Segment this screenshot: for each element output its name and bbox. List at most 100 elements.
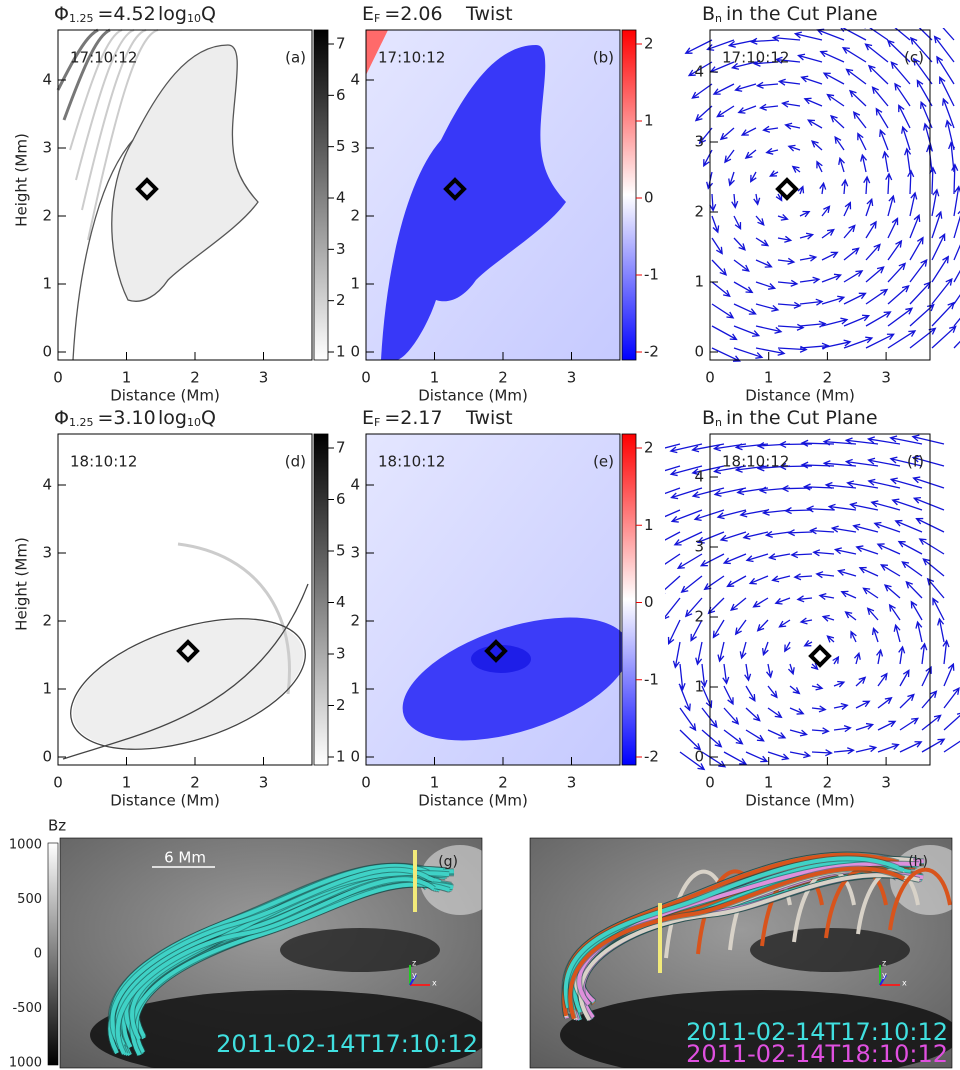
vector-arrow (771, 34, 801, 42)
vector-arrow (901, 561, 923, 577)
panel-title: Bn in the Cut Plane (702, 3, 878, 26)
triad-label: x (902, 979, 907, 988)
x-tick-label: 1 (122, 774, 132, 792)
vector-arrow (838, 156, 845, 173)
bz-colorbar (47, 842, 59, 1066)
colorbar-tick-label: 6 (336, 86, 346, 104)
vector-arrow (672, 641, 681, 669)
vector-arrow (734, 83, 757, 92)
vector-arrow (888, 603, 901, 621)
vector-arrow (912, 497, 945, 511)
vector-arrow (899, 717, 920, 731)
vector-arrow (771, 575, 791, 583)
vector-arrow (789, 685, 801, 695)
vector-arrow (799, 298, 824, 306)
vector-arrow (821, 205, 831, 217)
vector-arrow (833, 680, 846, 688)
vector-arrow (679, 685, 691, 712)
vector-arrow (691, 487, 725, 499)
vector-arrow (800, 75, 823, 85)
x-tick-label: 1 (430, 774, 440, 792)
vector-arrow (909, 258, 928, 283)
vector-arrow (810, 662, 819, 671)
vector-arrow (866, 436, 901, 445)
vector-arrow (936, 55, 955, 85)
vector-arrow (843, 247, 860, 261)
vector-arrow (684, 39, 713, 54)
vector-arrow (891, 498, 923, 511)
y-tick-label: 4 (694, 468, 704, 486)
vector-arrow (670, 509, 703, 523)
vector-arrow (665, 597, 681, 620)
vector-arrow (840, 590, 857, 599)
vector-arrow (871, 86, 889, 107)
bz-tick-label: 1000 (9, 1056, 42, 1070)
vector-arrow (797, 185, 805, 195)
x-tick-label: 3 (567, 774, 577, 792)
vector-arrow (803, 97, 823, 107)
flux-tube (130, 882, 451, 1056)
vector-arrow (921, 690, 938, 709)
vector-arrow (777, 78, 801, 86)
vector-arrow (767, 685, 778, 699)
colorbar (313, 433, 329, 766)
vector-arrow (745, 729, 765, 742)
y-tick-label: 2 (694, 608, 704, 626)
vector-arrow (764, 530, 791, 539)
vector-arrow (909, 281, 932, 305)
vector-arrow (889, 435, 923, 445)
vector-arrow (848, 89, 867, 107)
subscript: n (715, 416, 722, 429)
vector-arrow (909, 191, 918, 217)
time-label: 17:10:12 (722, 49, 789, 67)
vector-arrow (855, 545, 879, 555)
vector-arrow (750, 171, 757, 183)
title-text: E (362, 407, 374, 429)
triad-y (879, 974, 887, 986)
vector-arrow (887, 330, 917, 349)
colorbar-tick-label: 2 (644, 439, 654, 457)
x-axis-label: Distance (Mm) (110, 792, 220, 810)
vector-arrow (867, 64, 889, 85)
vector-arrow (789, 729, 808, 737)
vector-arrow (899, 741, 923, 753)
vector-arrow (755, 303, 780, 312)
vector-arrow (733, 259, 750, 272)
vector-arrow (696, 531, 725, 544)
vector-arrow (933, 35, 955, 63)
vector-arrow (734, 443, 769, 451)
vector-arrow (799, 210, 811, 218)
vector-arrow (787, 529, 813, 537)
colorbar-tick-label: 5 (336, 137, 346, 155)
vector-arrow (858, 566, 879, 577)
time-label: 18:10:12 (722, 453, 789, 471)
vector-arrow (885, 172, 893, 195)
vector-arrow (877, 743, 900, 753)
vector-arrow (752, 59, 779, 67)
vector-arrow (690, 619, 703, 642)
vector-arrow (942, 639, 950, 665)
vector-arrow (921, 714, 942, 731)
vector-arrow (942, 28, 955, 41)
colorbar-tick-label: 7 (336, 35, 346, 53)
colorbar-tick-label: 1 (336, 343, 346, 361)
q-streak (81, 29, 147, 211)
vector-arrow (909, 213, 921, 239)
y-tick-label: 1 (350, 275, 360, 293)
vector-arrow (740, 127, 757, 136)
vector-arrow (873, 521, 901, 533)
panel-title: Twist (465, 407, 513, 429)
q-contour (72, 139, 134, 361)
vector-arrow (724, 149, 735, 164)
panel-title: Twist (465, 3, 513, 25)
vector-arrow (857, 132, 867, 151)
vector-arrow (833, 547, 857, 555)
vector-arrow (843, 224, 856, 239)
vector-arrow (755, 215, 765, 226)
bz-tick-label: -500 (12, 1001, 42, 1016)
vector-arrow (737, 105, 757, 114)
vector-arrow (713, 487, 747, 497)
x-axis-label: Distance (Mm) (418, 387, 528, 405)
title-text: in the Cut Plane (726, 3, 878, 25)
panel-letter: (c) (904, 49, 924, 67)
